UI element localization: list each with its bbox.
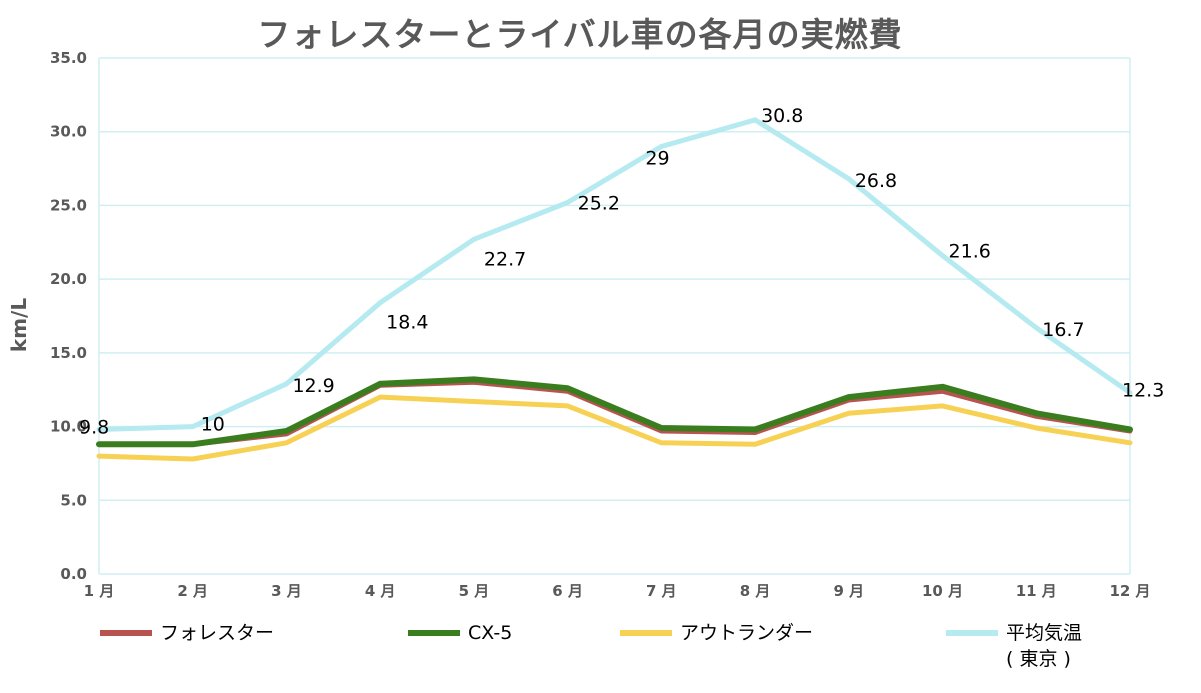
data-label: 16.7 bbox=[1042, 319, 1084, 341]
x-tick-label: 11 月 bbox=[1016, 582, 1057, 600]
x-tick-label: 10 月 bbox=[922, 582, 963, 600]
y-tick-label: 10.0 bbox=[50, 418, 87, 436]
line-chart: 0.0 5.0 10.0 15.0 20.0 25.0 30.0 35.0 1 月 2 月 3 月 4… bbox=[7, 49, 1164, 600]
label-layer: 9.8 10 12.9 18.4 22.7 25.2 29 30.8 26.8 21.6 16.7 1… bbox=[79, 105, 1164, 439]
data-label: 21.6 bbox=[949, 241, 991, 263]
legend-item: フォレスター bbox=[100, 620, 274, 646]
legend-label: アウトランダー bbox=[680, 622, 814, 644]
y-tick-label: 15.0 bbox=[50, 344, 87, 362]
series-line-1 bbox=[96, 376, 1133, 448]
x-tick-label: 5 月 bbox=[459, 582, 490, 600]
legend-item: 平均気温 ( 東京 ) bbox=[946, 620, 1082, 672]
legend-label: フォレスター bbox=[160, 622, 275, 644]
legend-swatch bbox=[408, 630, 460, 636]
legend-swatch bbox=[620, 630, 672, 636]
x-tick-label: 7 月 bbox=[646, 582, 677, 600]
x-tick-label: 12 月 bbox=[1109, 582, 1150, 600]
axis-layer: 0.0 5.0 10.0 15.0 20.0 25.0 30.0 35.0 1 月 2 月 3 月 4… bbox=[50, 49, 1151, 600]
legend-item: アウトランダー bbox=[620, 620, 813, 646]
legend-item: CX-5 bbox=[408, 620, 512, 646]
y-tick-label: 25.0 bbox=[50, 196, 87, 214]
x-tick-label: 1 月 bbox=[84, 582, 115, 600]
data-label: 22.7 bbox=[484, 248, 526, 270]
x-tick-label: 6 月 bbox=[552, 582, 583, 600]
y-tick-label: 0.0 bbox=[60, 565, 87, 583]
y-axis-title: km/L bbox=[7, 298, 31, 352]
series-layer bbox=[96, 117, 1133, 462]
legend-swatch bbox=[946, 630, 998, 636]
data-label: 18.4 bbox=[386, 312, 428, 334]
data-label: 12.3 bbox=[1122, 380, 1164, 402]
series-line-3 bbox=[96, 117, 1133, 432]
legend-label: CX-5 bbox=[468, 622, 513, 644]
x-tick-label: 3 月 bbox=[271, 582, 302, 600]
x-tick-label: 2 月 bbox=[177, 582, 208, 600]
x-tick-label: 4 月 bbox=[365, 582, 396, 600]
legend-label: 平均気温 ( 東京 ) bbox=[1006, 622, 1083, 670]
series-line-2 bbox=[96, 394, 1133, 462]
legend-swatch bbox=[100, 630, 152, 636]
y-tick-label: 35.0 bbox=[50, 49, 87, 67]
chart-title: フォレスターとライバル車の各月の実燃費 bbox=[257, 15, 903, 54]
y-tick-label: 5.0 bbox=[60, 491, 87, 509]
grid-layer bbox=[99, 57, 1130, 575]
y-tick-label: 20.0 bbox=[50, 270, 87, 288]
data-label: 25.2 bbox=[578, 192, 620, 214]
data-label: 29 bbox=[645, 147, 669, 169]
data-label: 30.8 bbox=[761, 105, 803, 127]
data-label: 26.8 bbox=[855, 170, 897, 192]
data-label: 12.9 bbox=[292, 375, 334, 397]
data-label: 10 bbox=[201, 414, 225, 436]
legend: フォレスター CX-5 アウトランダー 平均気温 ( 東京 ) bbox=[0, 620, 1201, 680]
y-tick-label: 30.0 bbox=[50, 123, 87, 141]
data-label: 9.8 bbox=[79, 417, 109, 439]
x-tick-label: 9 月 bbox=[833, 582, 864, 600]
x-tick-label: 8 月 bbox=[740, 582, 771, 600]
